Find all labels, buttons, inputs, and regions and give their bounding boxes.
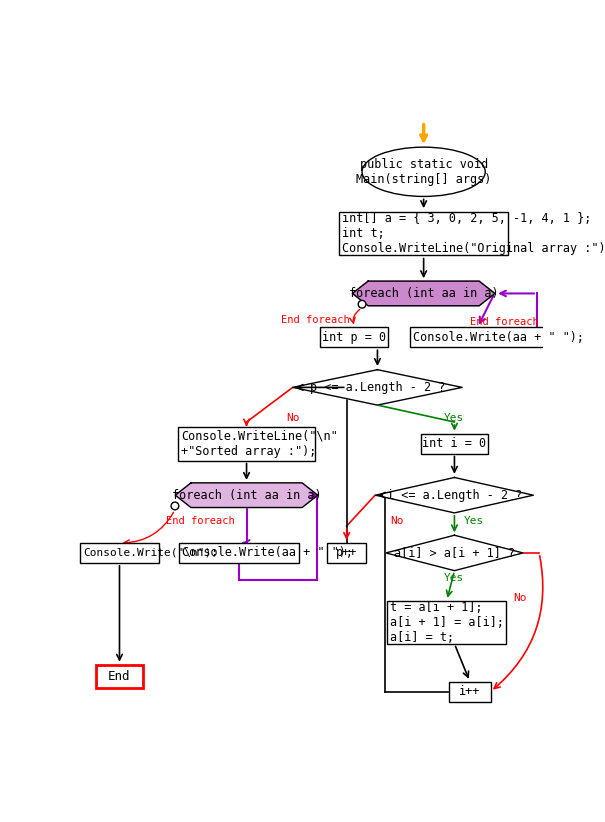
Polygon shape bbox=[175, 483, 318, 507]
Text: Yes: Yes bbox=[444, 574, 465, 584]
Bar bbox=[387, 601, 506, 644]
Text: foreach (int aa in a): foreach (int aa in a) bbox=[349, 287, 499, 300]
Text: Yes: Yes bbox=[463, 515, 484, 525]
Text: End foreach: End foreach bbox=[281, 316, 350, 326]
Ellipse shape bbox=[362, 147, 485, 196]
Text: Console.Write("\n");: Console.Write("\n"); bbox=[83, 548, 218, 558]
Text: i <= a.Length - 2 ?: i <= a.Length - 2 ? bbox=[387, 489, 522, 501]
Text: End: End bbox=[108, 670, 131, 682]
Bar bbox=[327, 543, 366, 563]
Text: p++: p++ bbox=[336, 547, 358, 560]
Polygon shape bbox=[386, 535, 523, 570]
Polygon shape bbox=[293, 370, 462, 405]
Text: No: No bbox=[513, 593, 526, 603]
Text: No: No bbox=[390, 515, 404, 525]
Text: Console.Write(aa + " ");: Console.Write(aa + " "); bbox=[413, 330, 584, 344]
Circle shape bbox=[358, 300, 366, 308]
Text: p <= a.Length - 2 ?: p <= a.Length - 2 ? bbox=[310, 381, 445, 394]
Bar bbox=[339, 212, 508, 255]
Bar bbox=[410, 327, 545, 348]
Bar bbox=[321, 327, 388, 348]
Text: No: No bbox=[286, 413, 299, 423]
Circle shape bbox=[171, 502, 179, 510]
Text: Yes: Yes bbox=[444, 413, 465, 423]
Text: a[i] > a[i + 1] ?: a[i] > a[i + 1] ? bbox=[394, 547, 515, 560]
Text: public static void
Main(string[] args): public static void Main(string[] args) bbox=[356, 158, 491, 186]
Text: int[] a = { 3, 0, 2, 5, -1, 4, 1 };
int t;
Console.WriteLine("Original array :"): int[] a = { 3, 0, 2, 5, -1, 4, 1 }; int … bbox=[342, 212, 605, 255]
Text: int p = 0: int p = 0 bbox=[322, 330, 387, 344]
Text: t = a[i + 1];
a[i + 1] = a[i];
a[i] = t;: t = a[i + 1]; a[i + 1] = a[i]; a[i] = t; bbox=[390, 601, 504, 644]
Bar bbox=[179, 543, 298, 563]
Text: foreach (int aa in a): foreach (int aa in a) bbox=[172, 489, 321, 501]
Polygon shape bbox=[376, 478, 534, 513]
Text: Console.Write(aa + " ");: Console.Write(aa + " "); bbox=[182, 547, 353, 560]
Bar bbox=[80, 543, 159, 563]
Bar bbox=[96, 665, 143, 688]
Text: i++: i++ bbox=[459, 685, 480, 698]
Polygon shape bbox=[352, 281, 495, 306]
Text: int i = 0: int i = 0 bbox=[422, 437, 486, 450]
Bar bbox=[449, 681, 491, 701]
Text: Console.WriteLine("\n"
+"Sorted array :");: Console.WriteLine("\n" +"Sorted array :"… bbox=[181, 430, 338, 458]
Bar bbox=[178, 427, 315, 460]
Text: End foreach: End foreach bbox=[166, 515, 235, 525]
Text: End foreach: End foreach bbox=[470, 317, 539, 327]
Bar bbox=[420, 433, 488, 454]
